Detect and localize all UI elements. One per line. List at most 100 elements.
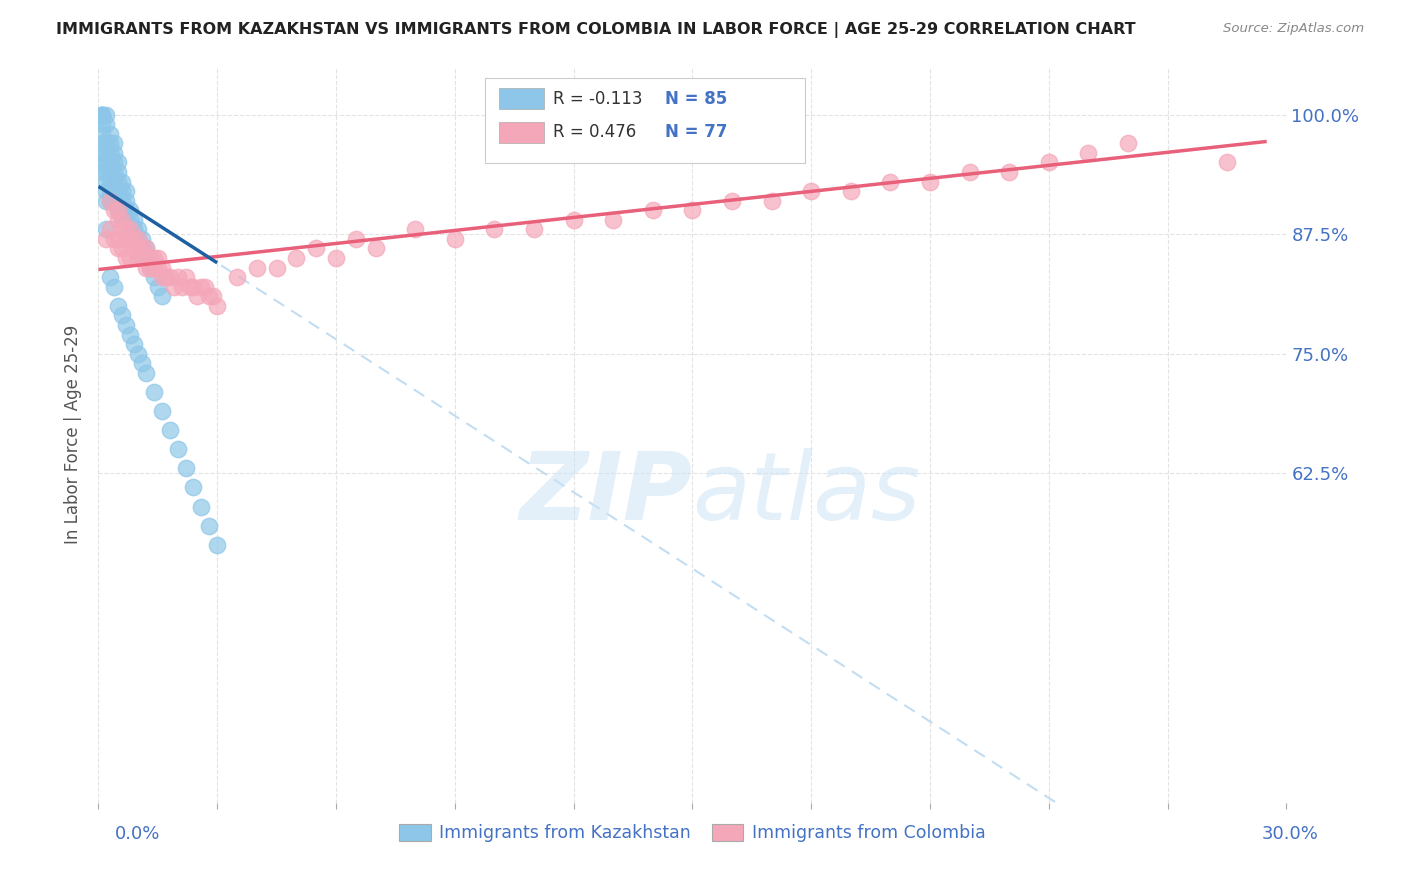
Point (103, 165, 125, 179)
Point (111, 222, 134, 236)
Point (135, 366, 157, 380)
Text: N = 77: N = 77 (665, 123, 728, 142)
Point (150, 260, 173, 275)
Point (111, 203, 134, 218)
Point (111, 212, 134, 227)
Point (96, 232, 118, 246)
Point (998, 165, 1021, 179)
Point (721, 194, 744, 208)
Point (174, 461, 197, 475)
Point (98, 194, 121, 208)
Point (111, 309, 134, 323)
Point (602, 212, 624, 227)
Point (111, 175, 134, 189)
Point (120, 203, 142, 218)
Point (98, 165, 121, 179)
Point (839, 184, 862, 198)
Point (131, 242, 153, 256)
Point (444, 232, 467, 246)
Point (122, 232, 145, 246)
Point (325, 251, 347, 265)
Point (120, 327, 142, 342)
Point (120, 212, 142, 227)
Point (205, 538, 228, 552)
Point (96, 222, 118, 236)
Point (1216, 155, 1239, 169)
Point (127, 232, 149, 246)
Point (1077, 145, 1099, 160)
FancyBboxPatch shape (485, 78, 806, 162)
Point (344, 232, 367, 246)
Point (103, 194, 125, 208)
Point (111, 242, 134, 256)
Point (131, 356, 153, 370)
Point (103, 279, 125, 293)
Point (1038, 155, 1060, 169)
Point (246, 260, 269, 275)
Point (226, 270, 249, 285)
Point (135, 242, 157, 256)
Point (107, 203, 129, 218)
Point (127, 346, 149, 360)
Point (150, 270, 173, 285)
Point (641, 203, 664, 218)
Point (103, 232, 125, 246)
Point (920, 175, 942, 189)
Legend: Immigrants from Kazakhstan, Immigrants from Colombia: Immigrants from Kazakhstan, Immigrants f… (392, 817, 993, 849)
Point (96, 108, 118, 122)
Point (190, 500, 212, 514)
Point (198, 289, 221, 303)
Point (142, 251, 165, 265)
FancyBboxPatch shape (499, 88, 544, 109)
Point (142, 260, 165, 275)
Point (103, 145, 125, 160)
Text: R = 0.476: R = 0.476 (554, 123, 637, 142)
Text: IMMIGRANTS FROM KAZAKHSTAN VS IMMIGRANTS FROM COLOMBIA IN LABOR FORCE | AGE 25-2: IMMIGRANTS FROM KAZAKHSTAN VS IMMIGRANTS… (56, 22, 1136, 38)
Point (111, 184, 134, 198)
Point (139, 260, 162, 275)
Point (98, 175, 121, 189)
Point (103, 203, 125, 218)
Point (98, 155, 121, 169)
Point (98, 222, 121, 236)
Point (131, 232, 153, 246)
Point (98, 184, 121, 198)
Point (1116, 136, 1139, 151)
Point (96, 194, 118, 208)
Point (107, 175, 129, 189)
Point (115, 251, 138, 265)
Point (98, 194, 121, 208)
Point (190, 279, 212, 293)
Point (96, 184, 118, 198)
Point (115, 184, 138, 198)
Point (120, 222, 142, 236)
Point (131, 251, 153, 265)
Text: N = 85: N = 85 (665, 89, 727, 108)
Point (139, 260, 162, 275)
Point (111, 194, 134, 208)
Point (800, 184, 823, 198)
Point (115, 203, 138, 218)
Point (959, 165, 981, 179)
Point (146, 251, 169, 265)
Point (404, 222, 426, 236)
Point (107, 165, 129, 179)
Point (103, 155, 125, 169)
Point (107, 203, 129, 218)
Point (98, 127, 121, 141)
Text: ZIP: ZIP (520, 448, 692, 540)
Point (127, 242, 149, 256)
Point (96, 145, 118, 160)
Point (107, 299, 129, 313)
Point (761, 194, 783, 208)
Text: 30.0%: 30.0% (1263, 825, 1319, 843)
Point (115, 194, 138, 208)
Point (202, 289, 225, 303)
Point (305, 242, 328, 256)
Point (91, 108, 114, 122)
Point (127, 222, 149, 236)
Point (194, 279, 217, 293)
Point (364, 242, 387, 256)
Point (91, 145, 114, 160)
Point (135, 242, 157, 256)
